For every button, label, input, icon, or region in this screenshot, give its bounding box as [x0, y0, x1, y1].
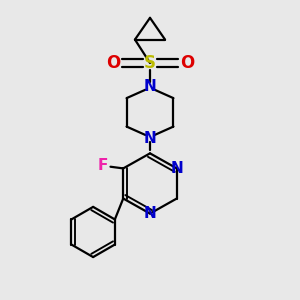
Text: N: N [144, 206, 156, 221]
Text: S: S [144, 54, 156, 72]
Text: N: N [144, 79, 156, 94]
Text: O: O [106, 54, 120, 72]
Text: O: O [180, 54, 194, 72]
Text: N: N [144, 131, 156, 146]
Text: F: F [98, 158, 108, 172]
Text: N: N [170, 161, 183, 176]
